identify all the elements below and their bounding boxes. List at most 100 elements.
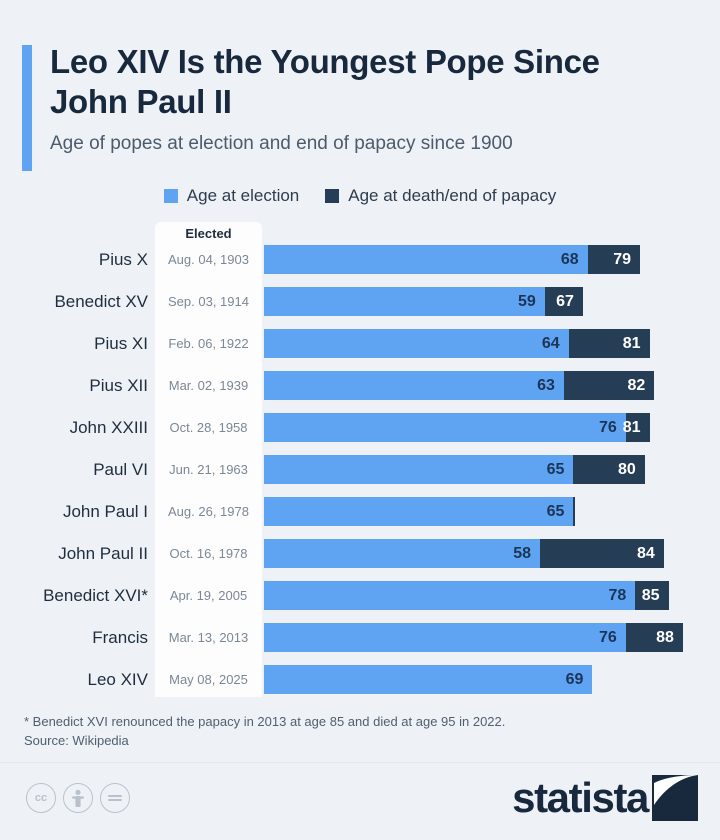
statista-logo[interactable]: statista [512,775,698,821]
bar-value-age-at-election: 65 [546,460,565,478]
bar-value-age-at-end: 82 [627,376,646,394]
bar-track: 68 79 [264,245,641,274]
elected-column-panel [155,222,262,697]
elected-date-label: May 08, 2025 [169,672,248,687]
bar-value-age-at-end: 80 [617,460,636,478]
bar-track: 69 [264,665,593,694]
elected-date-label: Aug. 04, 1903 [168,252,249,267]
elected-date-label: Mar. 02, 1939 [168,378,249,393]
bar-track: 76 81 [264,413,650,442]
bar-segment-age-at-end[interactable]: 82 [563,371,655,400]
bar-segment-age-at-end[interactable]: 81 [622,413,650,442]
chart-row: Pius X Aug. 04, 1903 68 79 [0,245,720,287]
source-text: Source: Wikipedia [24,733,129,748]
creative-commons-icons: cc [26,783,130,813]
bar-segment-age-at-election[interactable]: 65 [264,455,574,484]
pope-name-label: John XXIII [69,418,148,437]
bar-value-age-at-end: 81 [622,418,641,436]
bar-track: 76 88 [264,623,683,652]
bar-value-age-at-election: 76 [598,628,617,646]
footnote-text: * Benedict XVI renounced the papacy in 2… [24,714,506,729]
bar-track: 59 67 [264,287,583,316]
bar-segment-age-at-election[interactable]: 69 [264,665,593,694]
pope-name-label: Pius X [98,250,148,269]
legend-swatch-icon [325,189,340,203]
bar-value-age-at-election: 63 [537,376,555,394]
bar-track: 64 81 [264,329,650,358]
elected-date-label: Feb. 06, 1922 [168,336,249,351]
bar-segment-age-at-election[interactable]: 59 [264,287,545,316]
elected-date-label: Sep. 03, 1914 [168,294,249,309]
header: Leo XIV Is the Youngest Pope Since John … [22,42,698,171]
bar-segment-age-at-end[interactable]: 79 [587,245,641,274]
statista-wordmark: statista [512,774,649,821]
elected-date-label: Oct. 28, 1958 [169,420,248,435]
pope-name-label: Pius XII [89,376,148,395]
bar-segment-age-at-election[interactable]: 68 [264,245,588,274]
bar-value-age-at-election: 59 [518,292,536,310]
elected-date-label: Oct. 16, 1978 [169,546,248,561]
chart-row: John Paul II Oct. 16, 1978 58 84 [0,539,720,581]
chart-row: Leo XIV May 08, 2025 69 [0,665,720,707]
footer: cc statista [0,762,720,840]
chart-row: Benedict XVI* Apr. 19, 2005 78 85 [0,581,720,623]
bar-value-age-at-election: 58 [513,544,532,562]
cc-by-person-icon[interactable] [63,783,93,813]
legend-label: Age at death/end of papacy [348,186,557,205]
cc-icon[interactable]: cc [26,783,56,813]
bar-segment-age-at-election[interactable]: 76 [264,623,626,652]
pope-name-label: John Paul II [58,544,148,563]
legend-item-age-at-election[interactable]: Age at election [163,186,300,206]
bar-segment-age-at-end[interactable]: 88 [625,623,683,652]
pope-name-label: Francis [92,628,148,647]
elected-column-header: Elected [185,226,232,241]
page-subtitle: Age of popes at election and end of papa… [50,133,513,154]
bar-segment-age-at-election[interactable]: 63 [264,371,564,400]
bar-segment-age-at-end[interactable]: 85 [635,581,669,610]
elected-date-label: Mar. 13, 2013 [168,630,249,645]
chart-row: Francis Mar. 13, 2013 76 88 [0,623,720,665]
pope-name-label: Paul VI [93,460,148,479]
statista-logo-mark [652,775,698,821]
cc-nd-equals-icon[interactable] [100,783,130,813]
bar-value-age-at-end: 67 [556,292,574,310]
bar-value-age-at-election: 65 [546,502,565,520]
bar-segment-age-at-end[interactable]: 67 [544,287,583,316]
bar-value-age-at-election: 76 [598,418,617,436]
elected-date-label: Apr. 19, 2005 [169,588,248,603]
bar-track: 78 85 [264,581,669,610]
title-accent-bar [22,45,32,171]
legend-swatch-icon [163,189,178,203]
bar-segment-age-at-end[interactable]: 84 [540,539,664,568]
bar-segment-age-at-end[interactable]: 80 [573,455,645,484]
chart-legend: Age at election Age at death/end of papa… [0,186,720,206]
bar-segment-age-at-election[interactable]: 64 [264,329,569,358]
elected-date-label: Aug. 26, 1978 [168,504,249,519]
bar-segment-age-at-election[interactable]: 58 [264,539,541,568]
chart-row: John Paul I Aug. 26, 1978 65 [0,497,720,539]
bar-segment-age-at-election[interactable]: 78 [264,581,636,610]
bar-value-age-at-end: 81 [622,334,641,352]
elected-date-label: Jun. 21, 1963 [169,462,248,477]
chart-row: Benedict XV Sep. 03, 1914 59 67 [0,287,720,329]
pope-name-label: Benedict XV [54,292,148,311]
legend-label: Age at election [186,186,300,205]
chart-row: John XXIII Oct. 28, 1958 76 81 [0,413,720,455]
chart-notes: * Benedict XVI renounced the papacy in 2… [24,712,696,750]
pope-name-label: John Paul I [62,502,148,521]
chart-rows: Pius X Aug. 04, 1903 68 79 Benedict XV Sep. 0… [0,245,720,707]
bar-value-age-at-election: 68 [560,250,579,268]
bar-value-age-at-election: 69 [565,670,584,688]
bar-value-age-at-end: 79 [613,250,632,268]
bar-track: 65 80 [264,455,645,484]
legend-item-age-at-death[interactable]: Age at death/end of papacy [325,186,556,206]
bar-segment-age-at-end[interactable] [573,497,576,526]
bar-value-age-at-election: 64 [541,334,560,352]
chart-row: Paul VI Jun. 21, 1963 65 80 [0,455,720,497]
bar-segment-age-at-end[interactable]: 81 [568,329,650,358]
chart-row: Pius XI Feb. 06, 1922 64 81 [0,329,720,371]
bar-track: 58 84 [264,539,664,568]
bar-segment-age-at-election[interactable]: 65 [264,497,574,526]
bar-track: 63 82 [264,371,655,400]
bar-segment-age-at-election[interactable]: 76 [264,413,626,442]
